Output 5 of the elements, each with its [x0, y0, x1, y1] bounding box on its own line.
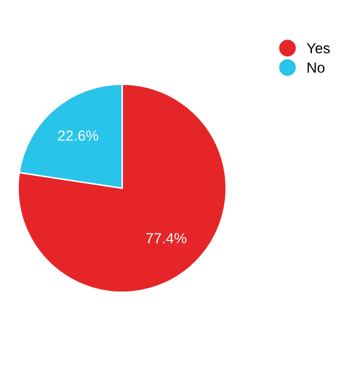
data-label: 77.4%: [146, 233, 186, 244]
pie-slice: [17, 83, 227, 293]
data-label: 22.6%: [58, 130, 98, 141]
legend-label: No: [308, 62, 324, 73]
legend-label: Yes: [306, 43, 330, 54]
